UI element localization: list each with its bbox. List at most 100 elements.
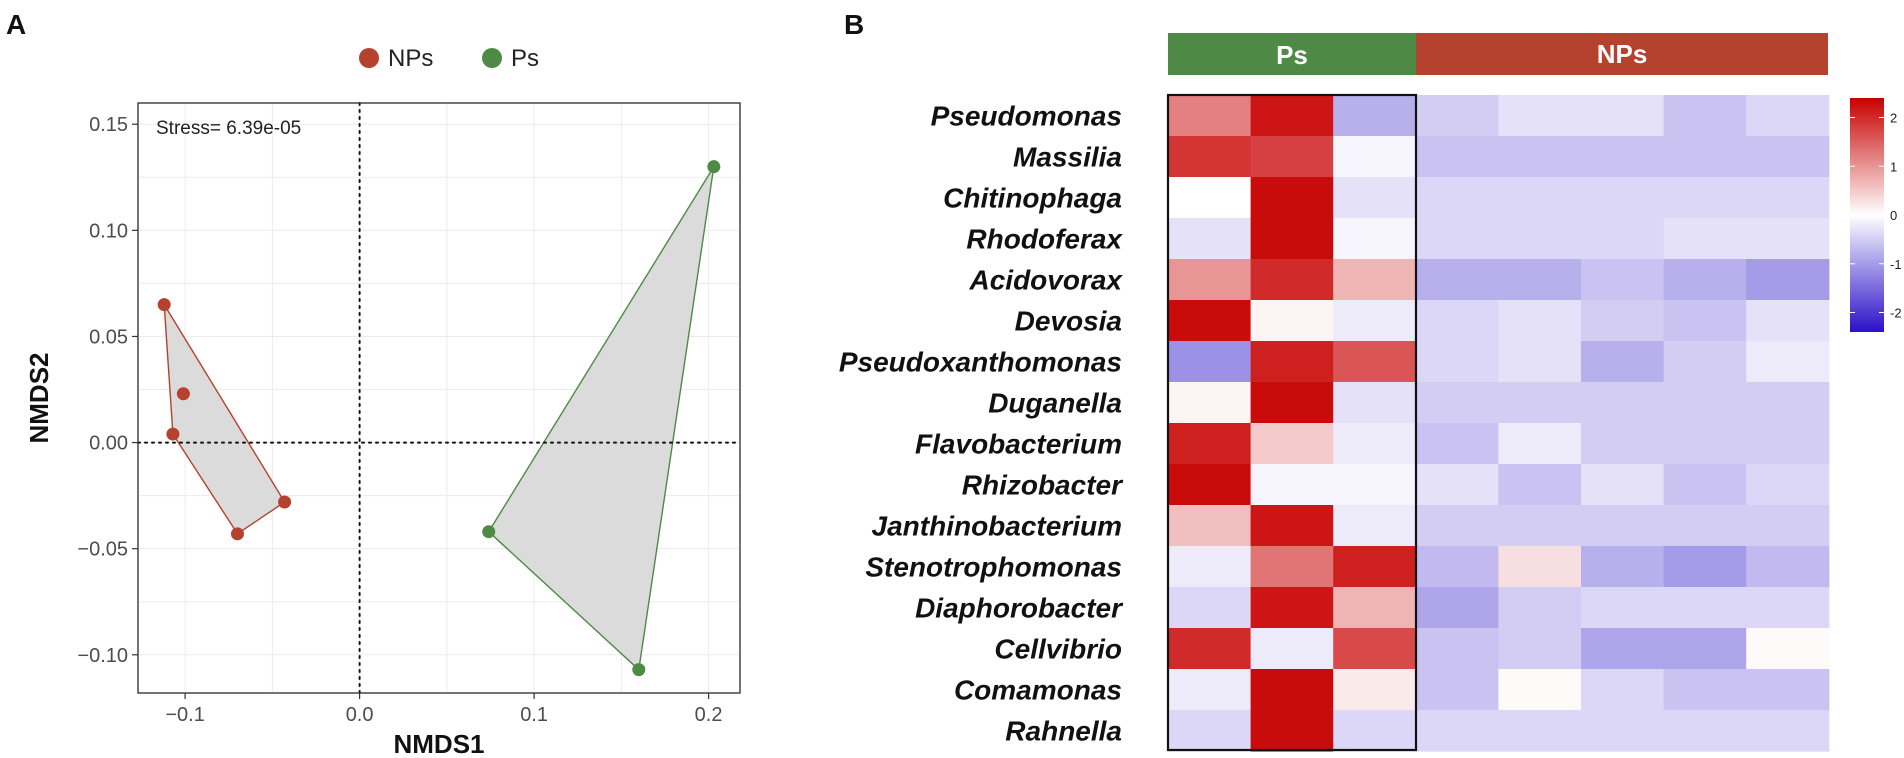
x-tick-label: −0.1 <box>165 704 204 726</box>
heatmap-cell <box>1663 341 1747 383</box>
zero-reference-lines <box>137 102 741 694</box>
point-nps <box>278 495 292 509</box>
heatmap-cell <box>1498 259 1582 301</box>
heatmap-cell <box>1415 505 1499 547</box>
heatmap-cell <box>1168 300 1252 342</box>
heatmap-cell <box>1168 423 1252 465</box>
x-tick-label: 0.1 <box>520 704 548 726</box>
y-tick-label: 0.15 <box>89 114 128 136</box>
heatmap-cell <box>1663 464 1747 506</box>
heatmap-cell <box>1581 341 1665 383</box>
heatmap-cell <box>1333 218 1417 260</box>
heatmap-cell <box>1581 136 1665 178</box>
heatmap-cell <box>1746 300 1830 342</box>
heatmap-cell <box>1333 423 1417 465</box>
heatmap-cell <box>1250 669 1334 711</box>
heatmap-cell <box>1168 136 1252 178</box>
row-label: Rahnella <box>1005 716 1122 747</box>
row-label: Massilia <box>1013 142 1122 173</box>
stress-annotation: Stress= 6.39e-05 <box>156 118 301 139</box>
heatmap-cell <box>1581 423 1665 465</box>
row-label: Pseudomonas <box>931 101 1122 132</box>
heatmap-cell <box>1168 587 1252 629</box>
heatmap-cell <box>1746 669 1830 711</box>
y-tick-label: −0.05 <box>77 539 128 561</box>
color-scale-bar <box>1850 98 1884 332</box>
heatmap-cell <box>1168 341 1252 383</box>
heatmap-cell <box>1746 218 1830 260</box>
heatmap-cell <box>1746 382 1830 424</box>
heatmap-cell <box>1250 587 1334 629</box>
heatmap-cell <box>1581 177 1665 219</box>
heatmap-cell <box>1746 136 1830 178</box>
heatmap-cell <box>1663 505 1747 547</box>
heatmap-cell <box>1498 136 1582 178</box>
heatmap-cell <box>1663 587 1747 629</box>
heatmap-cell <box>1415 710 1499 752</box>
heatmap-cell <box>1498 382 1582 424</box>
heatmap-cell <box>1498 300 1582 342</box>
row-labels: Pseudomonas Massilia Chitinophaga Rhodofera… <box>839 101 1124 747</box>
heatmap-cell <box>1498 464 1582 506</box>
heatmap-cell <box>1168 177 1252 219</box>
heatmap-cell <box>1250 136 1334 178</box>
row-label: Devosia <box>1015 306 1122 337</box>
heatmap-cell <box>1663 136 1747 178</box>
heatmap-cell <box>1333 341 1417 383</box>
heatmap-cell <box>1581 259 1665 301</box>
heatmap-cell <box>1168 259 1252 301</box>
heatmap-cell <box>1250 710 1334 752</box>
panel-a-legend: NPs Ps <box>359 45 539 72</box>
point-nps <box>157 298 171 312</box>
heatmap-cell <box>1581 218 1665 260</box>
heatmap-cell <box>1415 341 1499 383</box>
row-label: Acidovorax <box>969 265 1124 296</box>
heatmap-cell <box>1663 628 1747 670</box>
plot-border <box>137 102 741 694</box>
heatmap-cell <box>1250 546 1334 588</box>
point-nps <box>176 387 190 401</box>
x-axis-title: NMDS1 <box>393 729 484 758</box>
heatmap-cell <box>1415 628 1499 670</box>
panel-b-heatmap: B Ps NPs Pseudomonas Massilia Chitinophaga… <box>839 9 1902 752</box>
heatmap-cell <box>1250 505 1334 547</box>
heatmap-cell <box>1498 505 1582 547</box>
heatmap-cell <box>1746 95 1830 137</box>
row-label: Pseudoxanthomonas <box>839 347 1122 378</box>
heatmap-cell <box>1333 464 1417 506</box>
ps-group-outline <box>1166 93 1418 752</box>
group-label-ps: Ps <box>1276 40 1308 70</box>
heatmap-cell <box>1250 382 1334 424</box>
point-ps <box>707 160 721 174</box>
heatmap-cell <box>1333 95 1417 137</box>
heatmap-cell <box>1581 95 1665 137</box>
heatmap-cell <box>1250 259 1334 301</box>
heatmap-cell <box>1581 669 1665 711</box>
heatmap-cell <box>1498 95 1582 137</box>
heatmap-cell <box>1663 669 1747 711</box>
y-tick-label: 0.05 <box>89 326 128 348</box>
x-axis-ticks: −0.1 0.0 0.1 0.2 <box>165 693 722 726</box>
heatmap-cell <box>1333 628 1417 670</box>
cbar-tick-label: 2 <box>1890 111 1897 126</box>
heatmap-cell <box>1250 464 1334 506</box>
heatmap-cell <box>1250 218 1334 260</box>
y-axis-ticks: −0.10 −0.05 0.00 0.05 0.10 0.15 <box>77 114 138 667</box>
heatmap-cell <box>1168 218 1252 260</box>
heatmap-cell <box>1581 300 1665 342</box>
row-label: Flavobacterium <box>915 429 1122 460</box>
cbar-tick-label: -2 <box>1890 306 1902 321</box>
group-label-nps: NPs <box>1597 39 1648 69</box>
y-tick-label: −0.10 <box>77 645 128 667</box>
panel-b-letter: B <box>844 9 864 40</box>
panel-a-nmds-plot: A NPs Ps −0.1 0.0 0.1 0.2 −0.10 −0.05 0.00 0.0… <box>6 9 741 758</box>
heatmap-cell <box>1663 423 1747 465</box>
heatmap-cell <box>1663 300 1747 342</box>
row-label: Chitinophaga <box>943 183 1122 214</box>
heatmap-cell <box>1415 587 1499 629</box>
cbar-tick-label: 1 <box>1890 159 1897 174</box>
row-label: Cellvibrio <box>994 634 1122 665</box>
heatmap-cell <box>1250 341 1334 383</box>
heatmap-cell <box>1663 259 1747 301</box>
row-label: Stenotrophomonas <box>865 552 1122 583</box>
